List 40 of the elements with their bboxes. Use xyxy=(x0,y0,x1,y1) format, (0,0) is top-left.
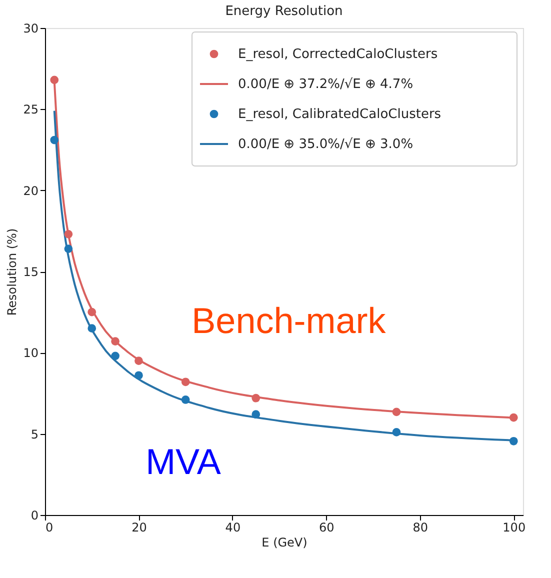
legend-label: E_resol, CalibratedCaloClusters xyxy=(238,107,442,122)
legend-label: 0.00/E ⊕ 37.2%/√E ⊕ 4.7% xyxy=(238,77,414,92)
point xyxy=(181,378,190,386)
annotation: MVA xyxy=(146,441,221,482)
point xyxy=(64,230,73,238)
y-tick-label: 30 xyxy=(23,22,38,36)
y-tick-label: 5 xyxy=(30,427,38,442)
legend-label: E_resol, CorrectedCaloClusters xyxy=(238,47,438,62)
point xyxy=(134,371,143,380)
point xyxy=(50,76,59,84)
point xyxy=(50,136,59,144)
point xyxy=(392,428,401,436)
y-tick-label: 15 xyxy=(23,265,38,279)
point xyxy=(88,308,96,316)
point xyxy=(181,396,190,404)
x-tick-label: 100 xyxy=(502,520,526,534)
point xyxy=(111,337,120,346)
point xyxy=(509,436,518,446)
x-tick-label: 40 xyxy=(225,520,241,534)
x-tick-label: 80 xyxy=(412,520,428,534)
point xyxy=(88,324,96,332)
point xyxy=(252,394,260,402)
y-tick-label: 0 xyxy=(30,508,38,522)
point xyxy=(252,410,260,419)
y-tick-label: 20 xyxy=(23,184,38,198)
point xyxy=(392,408,401,416)
point xyxy=(64,244,73,253)
point xyxy=(509,413,518,422)
x-tick-label: 60 xyxy=(319,520,334,534)
point xyxy=(111,352,120,360)
y-tick-label: 10 xyxy=(23,346,38,360)
annotation: Bench-mark xyxy=(192,300,387,341)
y-axis-title: Resolution (%) xyxy=(5,228,20,316)
chart-title: Energy Resolution xyxy=(225,4,343,19)
legend-label: 0.00/E ⊕ 35.0%/√E ⊕ 3.0% xyxy=(238,137,414,152)
x-tick-label: 0 xyxy=(46,520,54,534)
y-tick-label: 25 xyxy=(23,102,38,117)
point xyxy=(134,356,143,365)
x-tick-label: 20 xyxy=(132,520,147,534)
x-axis-title: E (GeV) xyxy=(262,536,308,550)
